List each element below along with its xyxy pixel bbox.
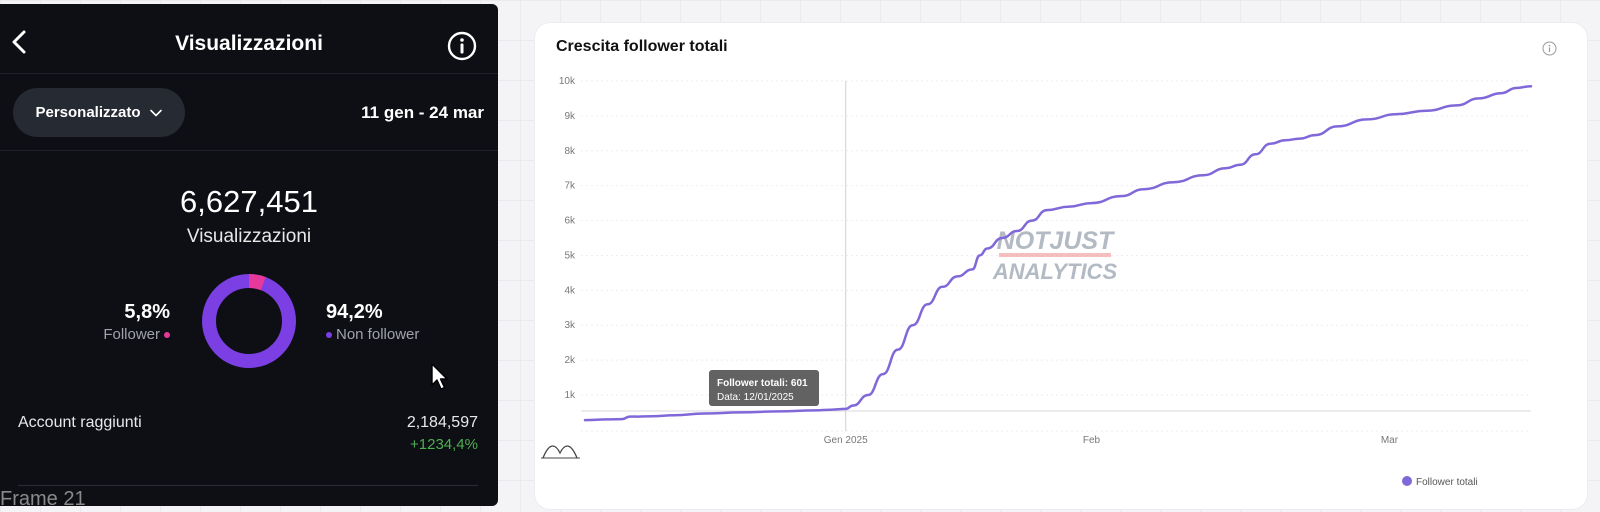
non-followers-stat: 94,2% Non follower — [326, 301, 419, 343]
y-tick-label: 6k — [564, 216, 576, 227]
followers-percent: 5,8% — [124, 301, 170, 323]
period-filter-dropdown[interactable]: Personalizzato — [13, 88, 185, 137]
y-tick-label: 4k — [564, 285, 576, 296]
card-title: Crescita follower totali — [556, 38, 728, 55]
y-tick-label: 1k — [564, 390, 576, 401]
divider — [18, 485, 478, 486]
non-followers-percent: 94,2% — [326, 301, 383, 323]
total-views-label: Visualizzazioni — [186, 226, 312, 247]
total-views-value: 6,627,451 — [180, 184, 318, 219]
watermark-bar — [999, 253, 1111, 257]
watermark-line2: ANALYTICS — [992, 259, 1118, 284]
followers-stat: 5,8% Follower — [103, 301, 170, 343]
y-tick-label: 5k — [564, 250, 576, 261]
donut-follower-arc — [202, 274, 296, 368]
donut-non-follower-arc — [202, 274, 296, 368]
info-icon[interactable] — [1542, 41, 1557, 56]
x-axis-ticks: Gen 2025 Feb Mar — [824, 435, 1399, 446]
x-tick-label: Mar — [1381, 435, 1399, 446]
followers-dot — [164, 331, 170, 338]
frame-label: Frame 21 — [0, 488, 86, 510]
series-line-follower-totali — [583, 84, 1533, 422]
follower-growth-chart: 1k 2k 3k 4k 5k 6k 7k 8k 9k 10k Gen 2025 Feb Mar NOT… — [541, 76, 1533, 488]
y-tick-label: 2k — [564, 355, 576, 366]
accounts-reached-delta: +1234,4% — [410, 436, 478, 453]
x-tick-label: Gen 2025 — [824, 435, 868, 446]
followers-label: Follower — [103, 326, 160, 343]
non-followers-label: Non follower — [336, 326, 420, 343]
page-title: Visualizzazioni — [175, 32, 323, 55]
follower-growth-card: Crescita follower totali 1k 2k 3k 4k 5k 6k 7k 8… — [534, 22, 1588, 510]
line-chart-icon — [542, 445, 578, 459]
chevron-down-icon — [149, 109, 162, 116]
chart-grid — [581, 80, 1531, 432]
accounts-reached-value: 2,184,597 — [406, 414, 478, 431]
top-bar: Visualizzazioni — [0, 4, 498, 74]
y-tick-label: 3k — [564, 320, 576, 331]
tooltip-date: Data: 12/01/2025 — [717, 392, 794, 403]
chart-tooltip: Follower totali: 601 Data: 12/01/2025 — [709, 370, 819, 406]
watermark: NOTJUST ANALYTICS — [992, 227, 1118, 284]
views-donut-chart — [202, 274, 296, 368]
views-panel: Visualizzazioni Personalizzato 11 gen - … — [0, 4, 498, 506]
back-arrow-icon[interactable] — [6, 28, 34, 56]
mouse-cursor-icon — [431, 363, 448, 390]
info-icon[interactable] — [447, 31, 477, 61]
divider — [0, 150, 498, 151]
y-tick-label: 10k — [559, 76, 576, 87]
legend: Follower totali — [1402, 476, 1478, 488]
non-followers-dot — [326, 331, 332, 338]
legend-dot — [1402, 476, 1412, 486]
y-tick-label: 7k — [564, 181, 576, 192]
chart-type-icon[interactable] — [541, 445, 580, 459]
tooltip-bg — [709, 370, 819, 406]
y-tick-label: 9k — [564, 111, 576, 122]
x-tick-label: Feb — [1083, 435, 1101, 446]
period-filter-label: Personalizzato — [35, 104, 141, 121]
y-tick-label: 8k — [564, 146, 576, 157]
accounts-reached-label: Account raggiunti — [18, 414, 142, 431]
y-axis-ticks: 1k 2k 3k 4k 5k 6k 7k 8k 9k 10k — [559, 76, 576, 401]
tooltip-title: Follower totali: 601 — [717, 378, 808, 389]
date-range: 11 gen - 24 mar — [361, 103, 484, 122]
legend-label: Follower totali — [1416, 477, 1478, 488]
